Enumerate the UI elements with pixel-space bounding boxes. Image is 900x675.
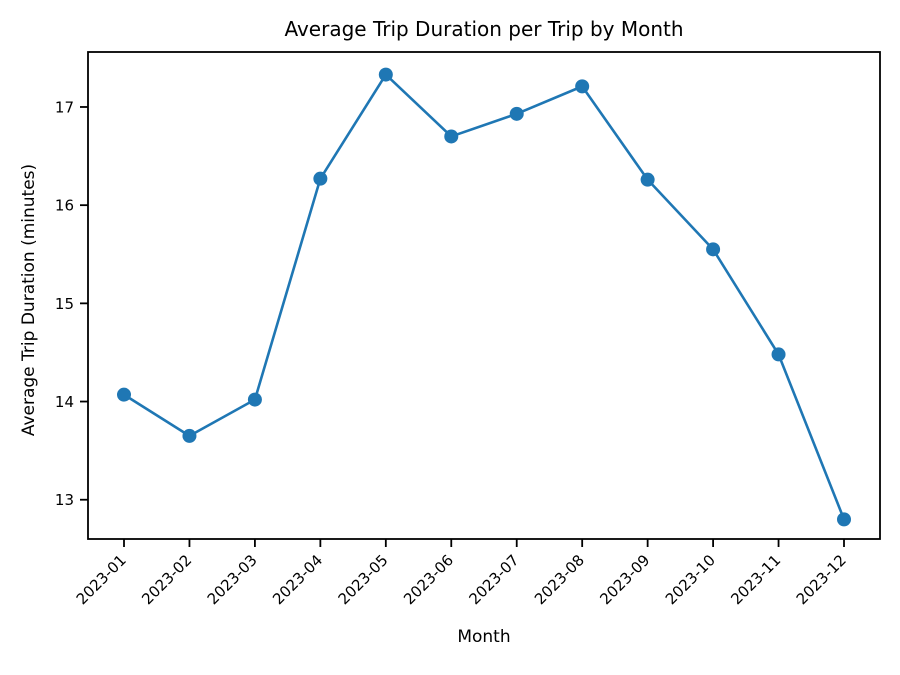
- data-point-2023-03: [247, 392, 262, 407]
- y-tick-label-15: 15: [55, 295, 74, 313]
- x-tick-label-2023-05: 2023-05: [335, 551, 392, 608]
- data-point-2023-02: [182, 428, 197, 443]
- chart-title: Average Trip Duration per Trip by Month: [284, 17, 684, 41]
- data-point-2023-12: [837, 512, 851, 527]
- x-tick-label-2023-09: 2023-09: [596, 551, 653, 608]
- x-axis-label: Month: [457, 627, 511, 647]
- y-tick-label-16: 16: [55, 197, 74, 215]
- data-point-2023-07: [509, 106, 524, 121]
- x-tick-label-2023-03: 2023-03: [204, 551, 261, 608]
- x-tick-label-2023-10: 2023-10: [662, 551, 719, 608]
- y-axis-label: Average Trip Duration (minutes): [19, 163, 39, 437]
- data-point-2023-08: [575, 79, 590, 94]
- y-tick-label-14: 14: [55, 393, 74, 411]
- data-point-2023-04: [313, 171, 328, 186]
- x-tick-label-2023-01: 2023-01: [73, 551, 130, 608]
- data-point-2023-01: [117, 387, 131, 402]
- x-tick-label-2023-02: 2023-02: [138, 551, 195, 608]
- x-tick-label-2023-11: 2023-11: [727, 551, 784, 608]
- y-tick-label-13: 13: [55, 491, 74, 509]
- x-tick-label-2023-12: 2023-12: [793, 551, 850, 608]
- x-tick-label-2023-08: 2023-08: [531, 551, 588, 608]
- plot-border: [87, 51, 881, 540]
- data-point-2023-10: [706, 242, 721, 257]
- x-tick-label-2023-06: 2023-06: [400, 551, 457, 608]
- data-point-2023-11: [771, 347, 786, 362]
- data-point-2023-06: [444, 129, 459, 144]
- y-tick-label-17: 17: [55, 98, 74, 116]
- series-line: [122, 73, 846, 521]
- x-tick-label-2023-04: 2023-04: [269, 551, 326, 608]
- data-point-2023-09: [640, 172, 655, 187]
- data-point-2023-05: [378, 67, 393, 82]
- x-tick-label-2023-07: 2023-07: [466, 551, 523, 608]
